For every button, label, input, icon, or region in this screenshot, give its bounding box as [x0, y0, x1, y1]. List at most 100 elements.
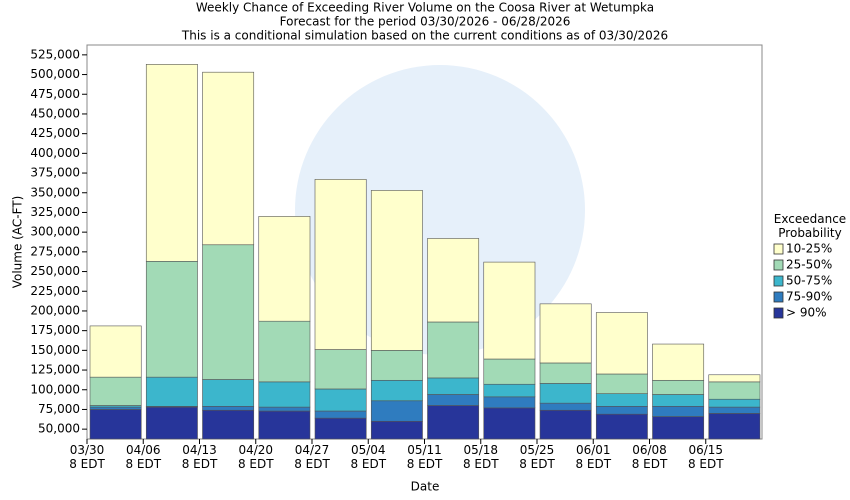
bar-segment: [370, 420, 423, 440]
x-tick-label: 05/18 8 EDT: [462, 443, 499, 471]
legend-label: 25-50%: [786, 258, 832, 272]
legend-label: 50-75%: [786, 274, 832, 288]
bar-segment: [258, 410, 311, 440]
bar-segment: [258, 381, 311, 408]
bar-segment: [258, 320, 311, 383]
x-tick-label: 03/30 8 EDT: [69, 443, 105, 471]
bar-segment: [539, 383, 592, 404]
bar-segment: [258, 406, 311, 412]
y-tick-label: 525,000: [30, 47, 80, 61]
chart-title: Weekly Chance of Exceeding River Volume …: [196, 1, 654, 15]
legend-title: Exceedance Probability: [773, 212, 847, 240]
y-tick-label: 175,000: [30, 323, 80, 337]
legend-swatch: [773, 307, 784, 319]
y-tick-label: 475,000: [30, 87, 80, 101]
bar-segment: [539, 409, 592, 440]
bar-segment: [427, 238, 480, 323]
bar-segment: [483, 358, 536, 385]
y-tick-label: 100,000: [30, 382, 80, 396]
bar-segment: [314, 349, 367, 390]
y-tick-label: 350,000: [30, 185, 80, 199]
bar-segment: [89, 325, 142, 378]
bar-segment: [708, 413, 761, 440]
bar-segment: [370, 190, 423, 351]
bar-segment: [370, 350, 423, 381]
bar-segment: [595, 312, 648, 375]
bar-segment: [652, 416, 705, 440]
bar-segment: [145, 261, 198, 378]
bar-segment: [314, 388, 367, 412]
x-tick-label: 04/20 8 EDT: [237, 443, 274, 471]
bar-segment: [314, 417, 367, 440]
x-tick-label: 05/25 8 EDT: [519, 443, 555, 471]
bar-segment: [145, 406, 198, 440]
x-tick-label: 04/27 8 EDT: [294, 443, 330, 471]
bar-segment: [427, 377, 480, 395]
y-tick-label: 50,000: [38, 422, 80, 436]
x-tick-label: 04/13 8 EDT: [181, 443, 218, 471]
bar-segment: [539, 402, 592, 411]
x-tick-label: 06/08 8 EDT: [631, 443, 668, 471]
bar-segment: [595, 413, 648, 440]
bar-segment: [258, 216, 311, 322]
bar-segment: [314, 410, 367, 419]
bar-segment: [427, 321, 480, 379]
y-tick-label: 375,000: [30, 166, 80, 180]
bar-segment: [427, 394, 480, 406]
bar-segment: [652, 405, 705, 417]
x-axis-label: Date: [411, 480, 440, 494]
y-tick-label: 425,000: [30, 126, 80, 140]
bar-segment: [483, 383, 536, 398]
bar-segment: [145, 376, 198, 407]
x-tick-label: 05/11 8 EDT: [406, 443, 443, 471]
bar-segment: [708, 398, 761, 408]
bar-segment: [652, 343, 705, 381]
legend-swatch: [773, 291, 784, 303]
y-tick-label: 250,000: [30, 264, 80, 278]
legend-label: 10-25%: [786, 242, 832, 256]
bar-segment: [370, 400, 423, 422]
bar-segment: [370, 379, 423, 402]
y-tick-label: 300,000: [30, 225, 80, 239]
legend-swatch: [773, 275, 784, 287]
x-tick-label: 04/06 8 EDT: [125, 443, 162, 471]
bar-segment: [202, 244, 255, 380]
bar-segment: [595, 373, 648, 394]
bar-segment: [539, 303, 592, 364]
bar-segment: [539, 362, 592, 384]
x-tick-label: 05/04 8 EDT: [350, 443, 387, 471]
bar-segment: [89, 409, 142, 440]
bar-segment: [202, 379, 255, 407]
legend-swatch: [773, 259, 784, 271]
y-tick-label: 400,000: [30, 146, 80, 160]
x-tick-label: 06/01 8 EDT: [575, 443, 612, 471]
bar-segment: [89, 376, 142, 406]
legend-label: > 90%: [786, 306, 827, 320]
chart-subtitle: This is a conditional simulation based o…: [181, 29, 668, 43]
y-tick-label: 500,000: [30, 67, 80, 81]
bar-segment: [708, 374, 761, 383]
bar-segment: [708, 381, 761, 400]
y-tick-label: 225,000: [30, 284, 80, 298]
x-tick-label: 06/15 8 EDT: [687, 443, 724, 471]
bar-segment: [595, 405, 648, 415]
bar-segment: [202, 71, 255, 246]
y-tick-label: 325,000: [30, 205, 80, 219]
legend-label: 75-90%: [786, 290, 832, 304]
bar-segment: [483, 261, 536, 360]
y-axis-label: Volume (AC-FT): [11, 196, 25, 289]
bar-segment: [483, 407, 536, 440]
bar-segment: [483, 396, 536, 409]
bar-segment: [708, 406, 761, 414]
y-tick-label: 75,000: [38, 402, 80, 416]
bar-segment: [652, 379, 705, 395]
legend-swatch: [773, 243, 784, 255]
y-tick-label: 200,000: [30, 303, 80, 317]
bar-segment: [652, 394, 705, 407]
y-tick-label: 275,000: [30, 244, 80, 258]
bar-segment: [202, 405, 255, 411]
bar-segment: [427, 405, 480, 440]
bar-segment: [89, 406, 142, 410]
